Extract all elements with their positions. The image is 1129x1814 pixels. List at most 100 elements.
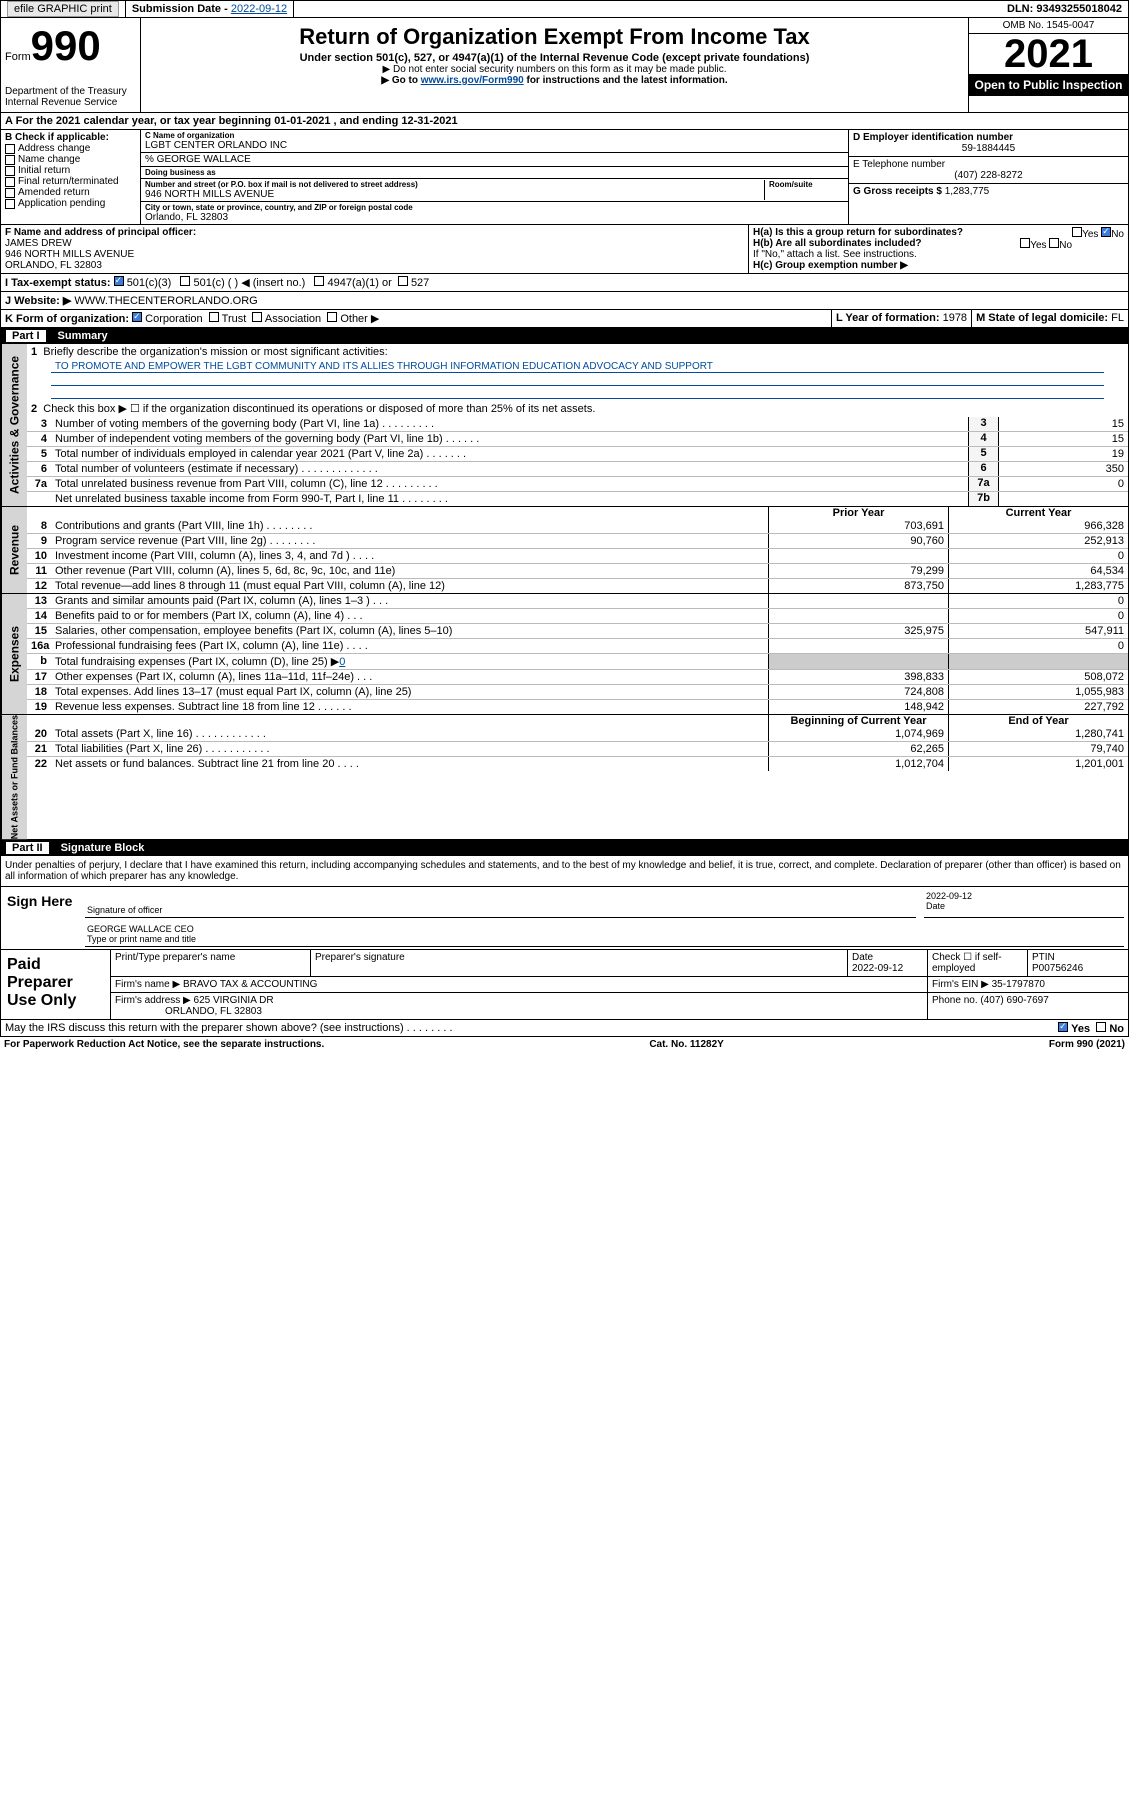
line21-text: Total liabilities (Part X, line 26) . . … xyxy=(51,742,768,756)
perjury-statement: Under penalties of perjury, I declare th… xyxy=(1,856,1128,886)
form-header: Form990 Department of the Treasury Inter… xyxy=(0,18,1129,113)
form-ref: Form 990 (2021) xyxy=(1049,1039,1125,1050)
dln-value: 93493255018042 xyxy=(1036,3,1122,15)
netassets-section: Net Assets or Fund Balances Beginning of… xyxy=(0,715,1129,840)
topbar: efile GRAPHIC print Submission Date - 20… xyxy=(0,0,1129,18)
chk-501c3[interactable] xyxy=(114,276,124,286)
line10-curr: 0 xyxy=(948,549,1128,563)
line16b-val[interactable]: 0 xyxy=(339,656,345,668)
line10-text: Investment income (Part VIII, column (A)… xyxy=(51,549,768,563)
line16a-text: Professional fundraising fees (Part IX, … xyxy=(51,639,768,653)
lbl-final-return: Final return/terminated xyxy=(18,176,119,187)
officer-city: ORLANDO, FL 32803 xyxy=(5,260,744,271)
chk-address-change[interactable] xyxy=(5,144,15,154)
part-ii-title: Signature Block xyxy=(61,842,145,854)
street-address: 946 NORTH MILLS AVENUE xyxy=(145,189,764,200)
chk-trust[interactable] xyxy=(209,312,219,322)
mission-text: TO PROMOTE AND EMPOWER THE LGBT COMMUNIT… xyxy=(51,361,1104,373)
lbl-501c: 501(c) ( ) ◀ (insert no.) xyxy=(194,277,306,289)
block-c: C Name of organization LGBT CENTER ORLAN… xyxy=(141,130,848,224)
line15-curr: 547,911 xyxy=(948,624,1128,638)
block-b-header: B Check if applicable: xyxy=(5,132,136,143)
lbl-trust: Trust xyxy=(222,313,247,325)
discuss-question: May the IRS discuss this return with the… xyxy=(5,1022,453,1034)
chk-sub-no[interactable] xyxy=(1049,238,1059,248)
line14-prior xyxy=(768,609,948,623)
line8-prior: 703,691 xyxy=(768,519,948,533)
line9-text: Program service revenue (Part VIII, line… xyxy=(51,534,768,548)
mission-blank1 xyxy=(51,374,1104,386)
line22-begin: 1,012,704 xyxy=(768,757,948,771)
line8-text: Contributions and grants (Part VIII, lin… xyxy=(51,519,768,533)
sig-officer-label: Signature of officer xyxy=(87,905,162,915)
name-title-label: Type or print name and title xyxy=(87,934,196,944)
chk-501c[interactable] xyxy=(180,276,190,286)
row-klm: K Form of organization: Corporation Trus… xyxy=(0,310,1129,328)
chk-association[interactable] xyxy=(252,312,262,322)
hdr-prior-year: Prior Year xyxy=(768,507,948,519)
line21-begin: 62,265 xyxy=(768,742,948,756)
prep-date-val: 2022-09-12 xyxy=(852,963,903,974)
chk-discuss-no[interactable] xyxy=(1096,1022,1106,1032)
care-of: % GEORGE WALLACE xyxy=(145,154,844,165)
chk-name-change[interactable] xyxy=(5,155,15,165)
chk-initial-return[interactable] xyxy=(5,166,15,176)
line5-val: 19 xyxy=(998,447,1128,461)
lbl-527: 527 xyxy=(411,277,429,289)
line11-prior: 79,299 xyxy=(768,564,948,578)
officer-block: F Name and address of principal officer:… xyxy=(0,225,1129,274)
line2-text: Check this box ▶ ☐ if the organization d… xyxy=(43,403,595,415)
line9-prior: 90,760 xyxy=(768,534,948,548)
chk-corporation[interactable] xyxy=(132,312,142,322)
row-i: I Tax-exempt status: 501(c)(3) 501(c) ( … xyxy=(0,274,1129,292)
lbl-group-yes: Yes xyxy=(1082,229,1098,240)
part-ii-bar: Part II Signature Block xyxy=(0,840,1129,856)
gross-receipts-label: G Gross receipts $ xyxy=(853,186,942,197)
firm-name-label: Firm's name ▶ xyxy=(115,979,180,990)
ptin-label: PTIN xyxy=(1032,952,1055,963)
tax-period: A For the 2021 calendar year, or tax yea… xyxy=(0,113,1129,130)
irs-link[interactable]: www.irs.gov/Form990 xyxy=(421,75,524,86)
dba-label: Doing business as xyxy=(145,168,844,177)
part-i-label: Part I xyxy=(6,330,46,342)
signature-block: Under penalties of perjury, I declare th… xyxy=(0,856,1129,1037)
lbl-sub-yes: Yes xyxy=(1030,240,1046,251)
addr-label: Number and street (or P.O. box if mail i… xyxy=(145,180,764,189)
form-subtitle: Under section 501(c), 527, or 4947(a)(1)… xyxy=(145,52,964,64)
chk-sub-yes[interactable] xyxy=(1020,238,1030,248)
firm-ein: 35-1797870 xyxy=(992,979,1045,990)
chk-amended-return[interactable] xyxy=(5,188,15,198)
gross-receipts-value: 1,283,775 xyxy=(945,186,990,197)
lbl-initial-return: Initial return xyxy=(18,165,70,176)
tax-year: 2021 xyxy=(969,34,1128,74)
lbl-discuss-yes: Yes xyxy=(1071,1023,1090,1035)
officer-name: JAMES DREW xyxy=(5,238,744,249)
form-number: 990 xyxy=(31,22,101,69)
chk-group-no[interactable] xyxy=(1101,227,1111,237)
officer-label: F Name and address of principal officer: xyxy=(5,227,744,238)
mission-blank2 xyxy=(51,387,1104,399)
chk-final-return[interactable] xyxy=(5,177,15,187)
line12-text: Total revenue—add lines 8 through 11 (mu… xyxy=(51,579,768,593)
chk-group-yes[interactable] xyxy=(1072,227,1082,237)
side-expenses: Expenses xyxy=(1,594,27,714)
submission-date[interactable]: 2022-09-12 xyxy=(231,3,287,15)
chk-discuss-yes[interactable] xyxy=(1058,1022,1068,1032)
form-word: Form xyxy=(5,51,31,63)
chk-application-pending[interactable] xyxy=(5,199,15,209)
block-right: D Employer identification number 59-1884… xyxy=(848,130,1128,224)
efile-print-btn[interactable]: efile GRAPHIC print xyxy=(7,1,119,17)
part-ii-label: Part II xyxy=(6,842,49,854)
line16a-curr: 0 xyxy=(948,639,1128,653)
chk-527[interactable] xyxy=(398,276,408,286)
part-i-title: Summary xyxy=(58,330,108,342)
lbl-amended-return: Amended return xyxy=(18,187,90,198)
room-label: Room/suite xyxy=(769,180,844,189)
line7b-text: Net unrelated business taxable income fr… xyxy=(51,492,968,506)
chk-other[interactable] xyxy=(327,312,337,322)
line22-text: Net assets or fund balances. Subtract li… xyxy=(51,757,768,771)
part-i-bar: Part I Summary xyxy=(0,328,1129,344)
line15-text: Salaries, other compensation, employee b… xyxy=(51,624,768,638)
chk-4947[interactable] xyxy=(314,276,324,286)
hdr-current-year: Current Year xyxy=(948,507,1128,519)
